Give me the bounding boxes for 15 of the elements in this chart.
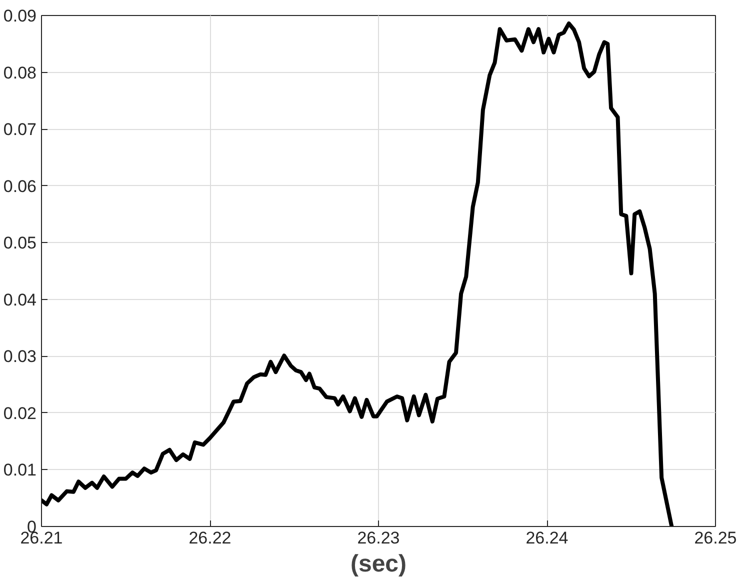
y-tick-label: 0.07	[3, 120, 37, 140]
y-tick-label: 0.03	[3, 347, 37, 366]
y-tick-label: 0.09	[3, 6, 37, 26]
x-tick-label: 26.25	[694, 528, 737, 548]
y-tick-label: 0.08	[3, 63, 37, 82]
x-axis-title: (sec)	[350, 550, 407, 578]
y-tick-label: 0.05	[3, 234, 37, 253]
y-tick-label: 0.02	[3, 404, 37, 423]
line-series	[42, 21, 674, 526]
x-tick-label: 26.24	[526, 528, 568, 548]
y-tick-label: 0.01	[3, 460, 37, 480]
y-tick-label: 0.06	[3, 176, 37, 196]
x-tick-label: 26.22	[188, 528, 232, 548]
y-tick-label: 0.04	[3, 290, 37, 310]
x-tick-label: 26.23	[357, 528, 400, 548]
